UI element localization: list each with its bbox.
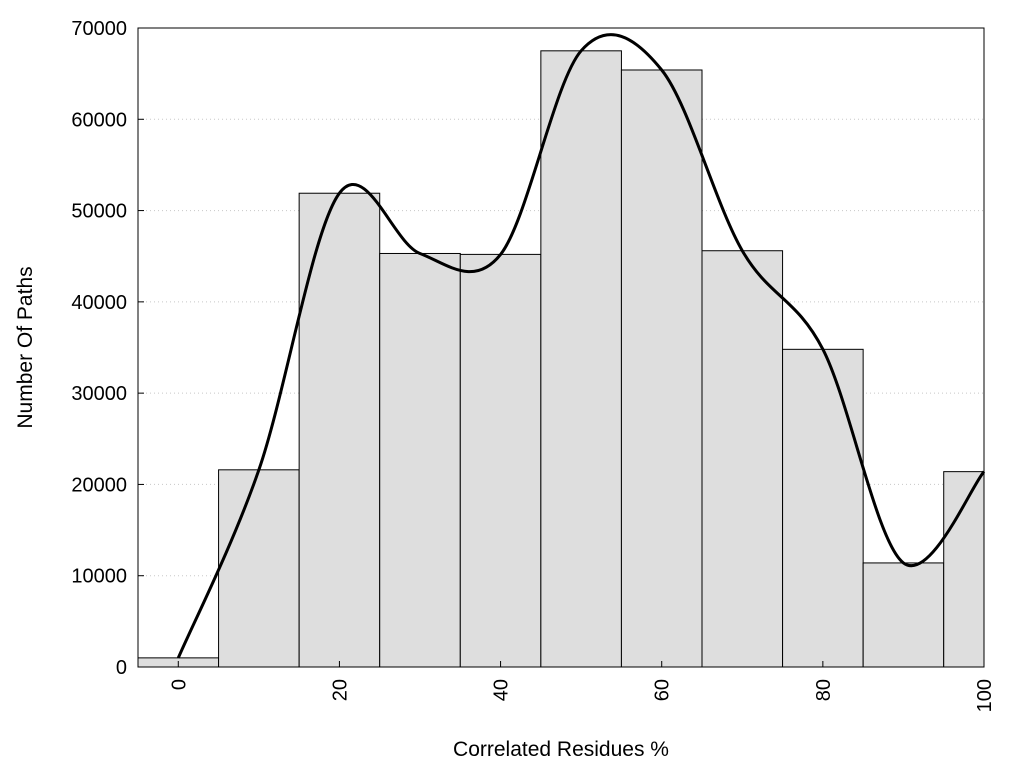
x-tick-label: 0: [168, 679, 190, 690]
y-tick-label: 50000: [71, 201, 127, 223]
plot-frame: [137, 27, 985, 668]
x-tick-label: 100: [974, 679, 996, 712]
y-axis-label: Number Of Paths: [14, 266, 37, 428]
y-tick-label: 70000: [71, 18, 127, 40]
y-axis-ticks: 0 10000 20000 30000 40000 50000 60000 70000: [71, 18, 144, 679]
x-axis-ticks: 0 20 40 60 80 100: [168, 661, 996, 712]
x-axis-label: Correlated Residues %: [453, 738, 669, 761]
histogram-bar: [701, 250, 784, 668]
x-tick-label: 80: [813, 679, 835, 701]
histogram-bar: [943, 471, 985, 668]
histogram-bar: [540, 50, 622, 668]
y-tick-label: 30000: [71, 383, 127, 405]
x-tick-label: 20: [329, 679, 351, 701]
y-tick-label: 10000: [71, 566, 127, 588]
histogram-bar: [218, 469, 300, 668]
y-tick-label: 20000: [71, 474, 127, 496]
y-tick-label: 40000: [71, 292, 127, 314]
bars: [137, 50, 985, 668]
trend-curve: [176, 33, 986, 659]
histogram-bar: [379, 252, 461, 668]
histogram-bar: [459, 253, 542, 668]
histogram-bar: [620, 69, 703, 668]
smoothed-line: [176, 33, 986, 659]
y-tick-label: 60000: [71, 109, 127, 131]
y-tick-label: 0: [116, 657, 127, 679]
histogram-bar: [782, 348, 864, 668]
histogram-bar: [862, 562, 945, 668]
x-tick-label: 40: [491, 679, 513, 701]
histogram-bar: [298, 192, 381, 668]
x-tick-label: 60: [652, 679, 674, 701]
